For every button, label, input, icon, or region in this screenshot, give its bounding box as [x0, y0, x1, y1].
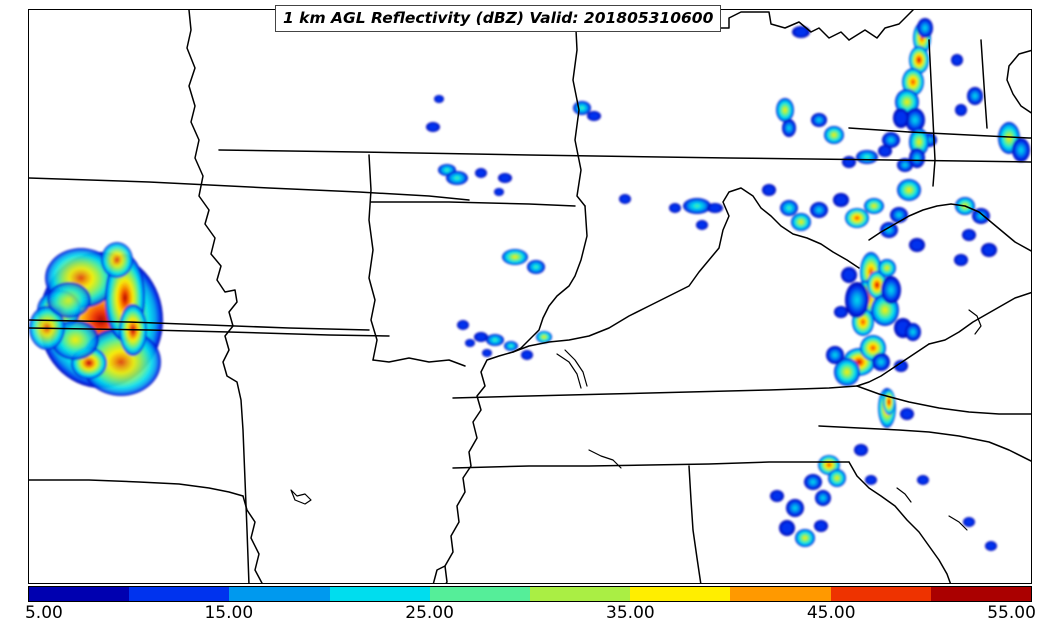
colorbar-segment-navy — [29, 587, 130, 601]
radar-reflectivity-layer — [29, 18, 1030, 551]
reflectivity-colorbar[interactable] — [28, 586, 1032, 602]
map-plot-area[interactable] — [28, 9, 1032, 584]
colorbar-tick-45-00: 45.00 — [806, 603, 856, 623]
colorbar-tick-labels: 5.00 15.00 25.00 35.00 45.00 55.00 — [0, 603, 1060, 629]
colorbar-segment-yellow — [630, 587, 731, 601]
colorbar-segment-spring-green — [429, 587, 531, 601]
map-canvas — [29, 10, 1031, 583]
echo-southeast — [770, 408, 997, 551]
chart-title: 1 km AGL Reflectivity (dBZ) Valid: 20180… — [275, 5, 722, 32]
colorbar-tick-5-00: 5.00 — [24, 603, 63, 623]
colorbar-segment-orange — [730, 587, 831, 601]
colorbar-tick-55-00: 55.00 — [987, 603, 1036, 623]
colorbar-segment-azure — [229, 587, 330, 601]
echo-appalachian-line — [826, 252, 921, 428]
colorbar-segment-blue — [129, 587, 230, 601]
echo-mid-mississippi — [426, 95, 723, 360]
colorbar-segment-red-orange — [830, 587, 931, 601]
echo-plains-mcs — [29, 242, 163, 396]
colorbar-tick-25-00: 25.00 — [405, 603, 454, 623]
colorbar-segment-yellow-green — [530, 587, 631, 601]
colorbar-segment-dark-red — [930, 587, 1031, 601]
echo-ohio-valley — [762, 98, 997, 266]
colorbar-tick-15-00: 15.00 — [204, 603, 254, 623]
colorbar-tick-35-00: 35.00 — [606, 603, 655, 623]
state-boundaries — [29, 10, 1031, 583]
echo-northeast — [792, 18, 1030, 168]
colorbar-segment-cyan — [329, 587, 430, 601]
